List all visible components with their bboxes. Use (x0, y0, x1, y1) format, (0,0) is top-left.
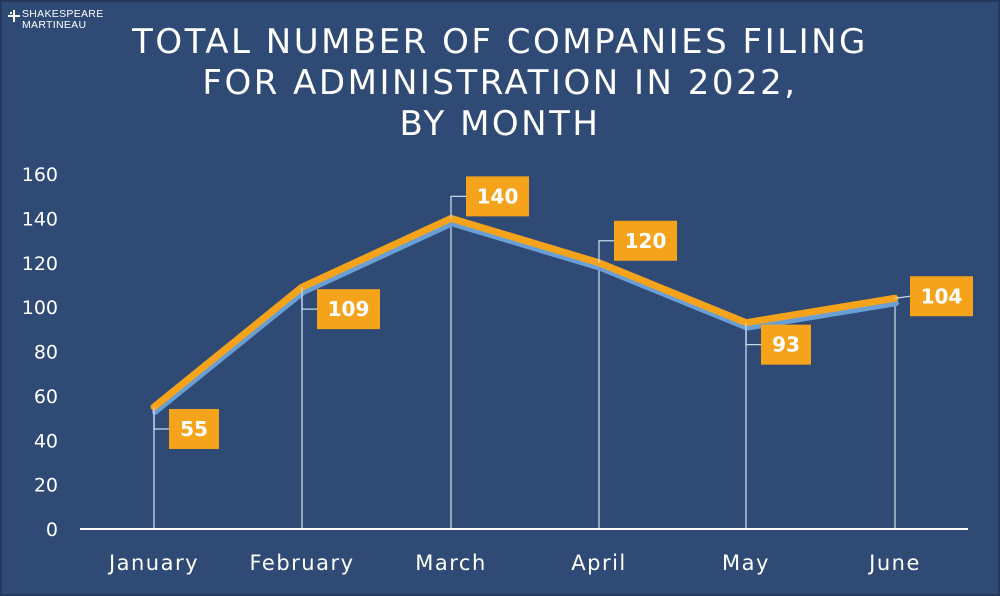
brand-line-1: SHAKESPEARE (22, 8, 104, 20)
x-tick-label: June (867, 551, 921, 575)
y-tick-label: 40 (34, 430, 58, 452)
y-tick-label: 20 (34, 475, 58, 497)
x-axis: January February March April May June (107, 551, 921, 575)
series-line-shadow (152, 220, 899, 415)
y-tick-label: 140 (22, 208, 58, 230)
x-tick-label: April (571, 551, 627, 575)
leader-lines (153, 218, 896, 529)
y-tick-label: 0 (46, 519, 58, 541)
data-label-box (169, 408, 219, 449)
data-label: 109 (301, 287, 380, 330)
data-label-box (614, 220, 677, 261)
data-label-box (910, 276, 973, 317)
x-tick-label: March (415, 551, 487, 575)
data-label: 104 (894, 276, 973, 317)
x-tick-label: February (249, 551, 354, 575)
data-label: 55 (153, 406, 219, 449)
brand-line-2: MARTINEAU (22, 19, 87, 31)
y-tick-label: 100 (22, 297, 58, 319)
chart-title: TOTAL NUMBER OF COMPANIES FILING FOR ADM… (0, 22, 1000, 145)
callout-leader (598, 240, 614, 263)
y-tick-label: 60 (34, 386, 58, 408)
data-label-text: 109 (328, 297, 370, 321)
data-label-text: 55 (180, 417, 208, 441)
x-tick-label: January (107, 551, 199, 575)
data-label-box (317, 289, 380, 330)
data-label-text: 93 (772, 333, 800, 357)
y-tick-label: 120 (22, 253, 58, 275)
callout-leader (450, 195, 466, 219)
data-label: 140 (450, 176, 529, 219)
data-label-text: 120 (625, 229, 667, 253)
data-label-box (466, 176, 529, 217)
title-line-1: TOTAL NUMBER OF COMPANIES FILING (132, 22, 868, 62)
brand-mark-icon (8, 10, 20, 22)
data-label-box (761, 324, 811, 365)
title-line-3: BY MONTH (399, 104, 601, 144)
data-label-text: 104 (921, 284, 963, 308)
callout-leader (153, 406, 169, 430)
callout-leader (745, 322, 761, 346)
y-axis: 0 20 40 60 80 100 120 140 160 (22, 164, 58, 541)
series-line (150, 214, 899, 411)
y-tick-label: 160 (22, 164, 58, 186)
data-label: 120 (598, 220, 677, 263)
title-line-2: FOR ADMINISTRATION IN 2022, (202, 63, 798, 103)
data-label-text: 140 (477, 184, 519, 208)
data-label: 93 (745, 322, 811, 365)
y-tick-label: 80 (34, 342, 58, 364)
callout-leader (894, 295, 911, 299)
x-tick-label: May (722, 551, 770, 575)
data-labels: 55 109 140 120 93 104 (153, 176, 973, 449)
callout-leader (301, 287, 317, 310)
